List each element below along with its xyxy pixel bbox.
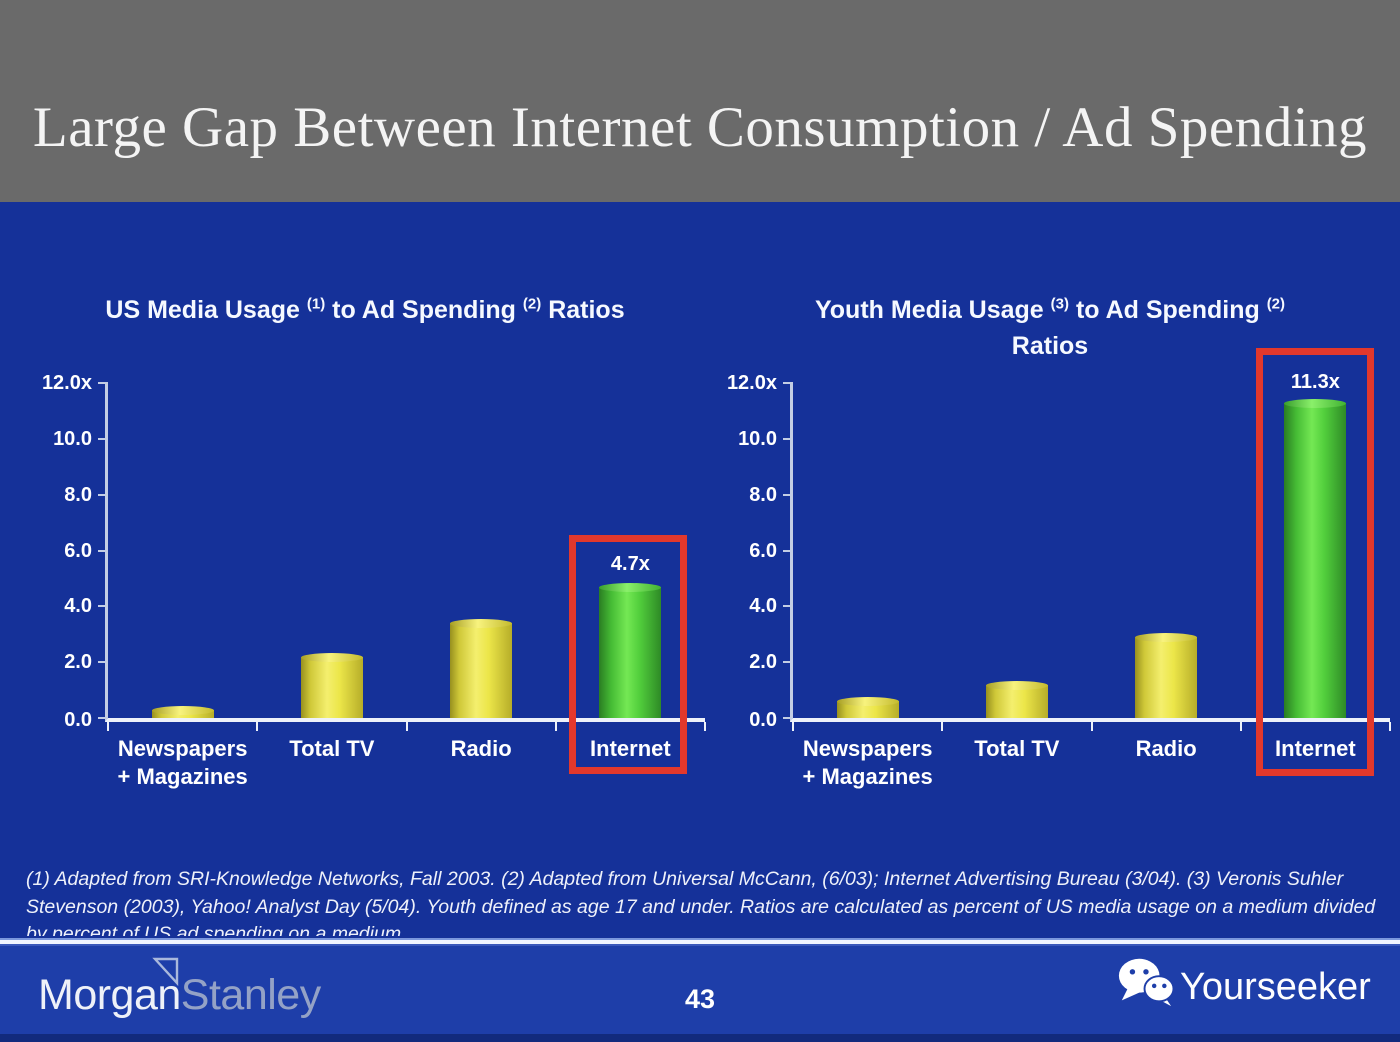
y-axis-tick-label: 2.0 [64, 651, 92, 674]
y-axis-tick-mark [98, 382, 108, 384]
title-line-2: Ratios [1011, 332, 1089, 360]
plot-area-us-media: 12.0x 10.0 8.0 6.0 4.0 2.0 0.0 4.7x News… [42, 372, 706, 789]
bar-radio [450, 619, 513, 718]
title-text: to Ad Spending [1075, 296, 1260, 324]
x-axis-tick-mark [1090, 722, 1093, 731]
highlight-rectangle-internet-left [569, 535, 687, 774]
footer-separator-line [0, 936, 1400, 948]
x-axis-tick-mark [704, 722, 706, 731]
title-text: to Ad Spending [332, 296, 516, 324]
x-axis-tick-mark [941, 722, 944, 731]
bar-radio [1135, 633, 1198, 718]
x-axis-label-line: Total TV [974, 736, 1060, 761]
chart-title-us-media: US Media Usage (1) to Ad Spending (2) Ra… [63, 292, 667, 328]
chart-title-youth-media: Youth Media Usage (3) to Ad Spending (2)… [748, 292, 1352, 364]
x-axis-tick-mark [107, 722, 109, 731]
x-axis-tick-mark [256, 722, 259, 731]
x-axis-tick-mark [554, 722, 557, 731]
x-axis-label-line: + Magazines [117, 764, 248, 789]
y-axis-tick-label: 10.0 [738, 427, 777, 450]
x-axis-label-radio: Radio [1092, 735, 1241, 763]
y-axis-tick-label: 0.0 [749, 709, 777, 731]
y-axis-tick-mark [783, 717, 793, 719]
y-axis-tick-mark [98, 493, 108, 496]
x-axis-label-total-tv: Total TV [942, 735, 1091, 763]
y-axis-tick-mark [783, 661, 793, 664]
x-axis-label-internet: Internet [556, 735, 705, 763]
x-axis-label-line: Newspapers [117, 736, 248, 761]
y-axis-tick-label: 6.0 [64, 539, 92, 562]
bar-newspapers-magazines [836, 697, 899, 718]
page-number: 43 [684, 984, 716, 1014]
brand-name: Yourseeker [1180, 966, 1371, 1008]
bar-internet [1284, 398, 1347, 718]
x-axis-label-line: + Magazines [802, 764, 933, 789]
x-axis-label-internet: Internet [1241, 735, 1390, 763]
y-axis-tick-label: 4.0 [749, 595, 777, 618]
footnote: (1) Adapted from SRI-Knowledge Networks,… [26, 868, 1376, 945]
bottom-strip [0, 1034, 1400, 1042]
y-axis-tick-mark [98, 437, 108, 440]
y-axis-tick-label: 8.0 [749, 483, 777, 506]
y-axis-tick-mark [783, 605, 793, 608]
y-axis-tick-mark [783, 493, 793, 496]
x-axis-label-newspapers: Newspapers + Magazines [108, 735, 257, 791]
bar-total-tv [985, 680, 1048, 718]
y-axis-tick-label: 0.0 [64, 709, 92, 731]
x-axis-label-line: Internet [590, 736, 671, 761]
header-band: Large Gap Between Internet Consumption /… [0, 0, 1400, 202]
bar-value-label: 11.3x [1290, 371, 1340, 393]
y-axis-tick-label: 10.0 [53, 427, 92, 450]
title-text: Youth Media Usage [814, 296, 1044, 324]
wechat-icon [1118, 958, 1174, 1007]
x-axis-label-radio: Radio [407, 735, 556, 763]
y-axis-tick-mark [783, 382, 793, 384]
logo-text-stanley: Stanley [180, 971, 321, 1019]
x-axis-label-line: Newspapers [802, 736, 933, 761]
bar-newspapers-magazines [151, 705, 214, 718]
footnote-ref: (1) [306, 295, 326, 313]
morgan-stanley-triangle-icon [152, 957, 179, 986]
x-axis-tick-mark [792, 722, 794, 731]
title-text: US Media Usage [105, 296, 300, 324]
y-axis-tick-label: 2.0 [749, 651, 777, 674]
y-axis-tick-label: 6.0 [749, 539, 777, 562]
y-axis-tick-mark [98, 605, 108, 608]
plot-area-youth-media: 12.0x 10.0 8.0 6.0 4.0 2.0 0.0 11.3x New… [727, 371, 1391, 789]
x-axis-label-newspapers: Newspapers + Magazines [793, 735, 942, 791]
footnote-ref: (2) [522, 295, 542, 313]
x-axis-label-total-tv: Total TV [257, 735, 406, 763]
y-axis-tick-label: 4.0 [64, 595, 92, 618]
y-axis-tick-mark [783, 437, 793, 440]
bar-total-tv [300, 652, 363, 718]
x-axis-tick-mark [1239, 722, 1242, 731]
x-axis-label-line: Total TV [289, 736, 375, 761]
y-axis-tick-label: 12.0x [726, 372, 777, 394]
y-axis-tick-label: 8.0 [64, 483, 92, 506]
y-axis-tick-mark [98, 661, 108, 664]
y-axis-tick-label: 12.0x [41, 372, 92, 394]
y-axis-tick-mark [98, 549, 108, 552]
x-axis-tick-mark [405, 722, 408, 731]
x-axis-label-line: Radio [1135, 736, 1197, 761]
footnote-ref: (3) [1050, 295, 1070, 313]
x-axis-label-line: Radio [450, 736, 512, 761]
x-axis-label-line: Internet [1275, 736, 1356, 761]
highlight-rectangle-internet-right [1256, 348, 1374, 776]
title-text: Ratios [548, 296, 625, 324]
y-axis-tick-mark [98, 717, 108, 719]
title-line-1: Youth Media Usage (3) to Ad Spending (2) [748, 292, 1352, 328]
logo-text-morgan: Morgan [38, 971, 181, 1019]
footnote-ref: (2) [1266, 295, 1286, 313]
bar-internet [599, 582, 662, 718]
slide-title: Large Gap Between Internet Consumption /… [32, 96, 1368, 159]
y-axis-tick-mark [783, 549, 793, 552]
x-axis-tick-mark [1389, 722, 1391, 731]
morgan-stanley-logo: MorganStanley [38, 972, 321, 1018]
bar-value-label: 4.7x [610, 553, 650, 575]
